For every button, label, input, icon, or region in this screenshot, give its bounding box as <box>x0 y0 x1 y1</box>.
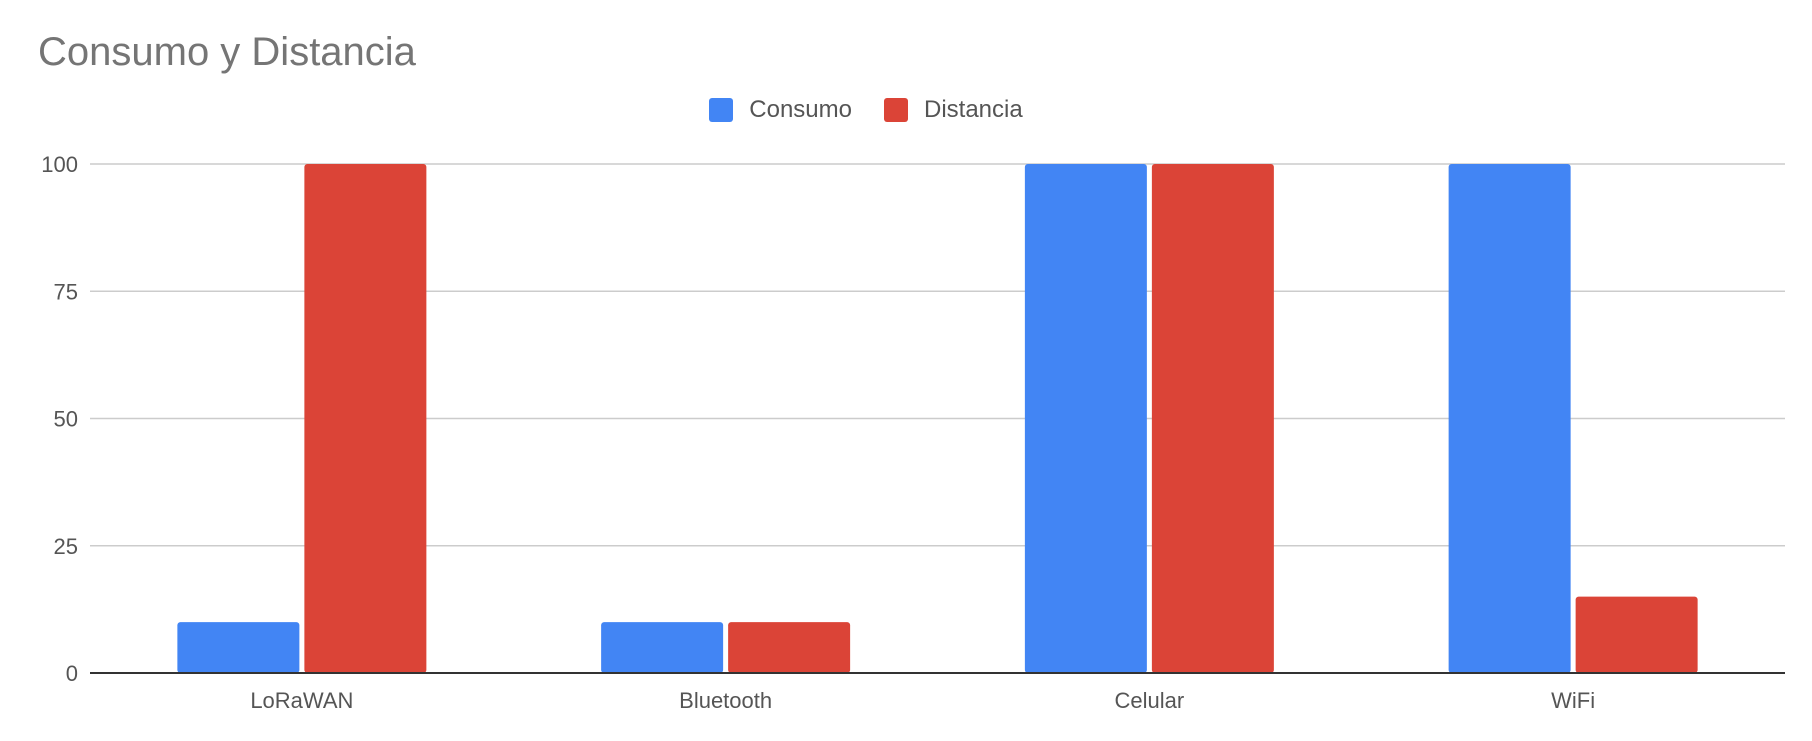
x-tick-label: Bluetooth <box>679 688 772 713</box>
y-tick-label: 50 <box>54 407 78 432</box>
legend-label-distancia: Distancia <box>924 96 1023 123</box>
x-tick-label: WiFi <box>1551 688 1595 713</box>
legend-item-distancia[interactable]: Distancia <box>884 96 1023 124</box>
y-tick-label: 0 <box>66 661 78 686</box>
chart-title: Consumo y Distancia <box>38 30 416 74</box>
y-tick-label: 75 <box>54 279 78 304</box>
legend: Consumo Distancia <box>0 96 1772 124</box>
bar-consumo-lorawan <box>177 622 300 673</box>
bar-consumo-bluetooth <box>601 622 724 673</box>
bar-consumo-wifi <box>1448 164 1571 673</box>
legend-swatch-consumo <box>709 98 734 122</box>
x-tick-label: LoRaWAN <box>250 688 353 713</box>
x-tick-label: Celular <box>1115 688 1185 713</box>
y-tick-label: 100 <box>41 152 78 177</box>
bar-distancia-lorawan <box>304 164 427 673</box>
y-tick-label: 25 <box>54 534 78 559</box>
bar-consumo-celular <box>1024 164 1147 673</box>
bar-distancia-celular <box>1151 164 1274 673</box>
bar-distancia-bluetooth <box>728 622 851 673</box>
legend-label-consumo: Consumo <box>749 96 852 123</box>
legend-item-consumo[interactable]: Consumo <box>709 96 852 124</box>
bar-distancia-wifi <box>1575 596 1698 673</box>
legend-swatch-distancia <box>884 98 908 122</box>
